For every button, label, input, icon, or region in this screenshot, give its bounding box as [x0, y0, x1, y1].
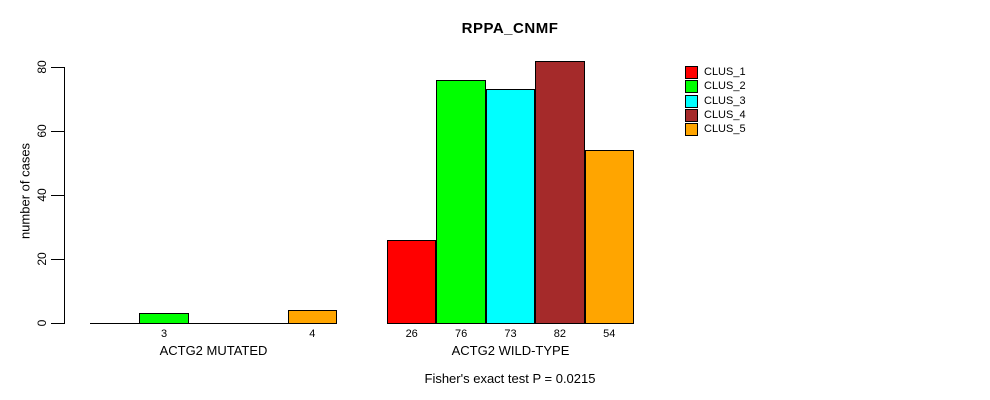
legend: CLUS_1 CLUS_2 CLUS_3 CLUS_4 CLUS_5 — [685, 66, 805, 146]
bar — [436, 80, 486, 324]
bar-value-label: 54 — [603, 328, 616, 340]
bar — [535, 61, 585, 324]
y-axis-tick — [51, 67, 64, 68]
bar — [485, 89, 536, 324]
legend-swatch — [685, 66, 698, 79]
bar — [139, 313, 189, 324]
y-axis-tick — [51, 259, 64, 260]
bar-value-label: 26 — [405, 328, 418, 340]
bar-value-label: 4 — [309, 328, 316, 340]
y-axis-tick — [51, 323, 64, 324]
bar-value-label: 76 — [454, 328, 468, 340]
x-axis-baseline — [90, 323, 337, 324]
legend-label: CLUS_5 — [704, 123, 746, 136]
y-axis-line — [64, 67, 65, 324]
bar — [584, 150, 634, 324]
legend-swatch — [685, 123, 698, 137]
legend-item: CLUS_2 — [685, 80, 746, 94]
legend-label: CLUS_3 — [704, 94, 746, 107]
group-label: ACTG2 MUTATED — [159, 343, 268, 358]
legend-label: CLUS_2 — [704, 80, 746, 93]
bar-value-label: 3 — [161, 328, 168, 340]
y-tick-label: 60 — [35, 124, 49, 138]
y-axis-tick — [51, 131, 64, 132]
legend-swatch — [685, 108, 698, 122]
bar — [387, 240, 437, 324]
y-tick-label: 20 — [35, 252, 49, 266]
y-axis-tick — [51, 195, 64, 196]
y-tick-label: 80 — [35, 60, 49, 74]
legend-label: CLUS_4 — [704, 108, 746, 121]
legend-item: CLUS_1 — [685, 66, 746, 79]
bar — [287, 310, 337, 324]
bar-value-label: 73 — [504, 328, 517, 340]
y-tick-label: 40 — [35, 188, 49, 202]
legend-swatch — [685, 94, 698, 108]
footer-stat-text: Fisher's exact test P = 0.0215 — [424, 371, 596, 386]
chart-title: RPPA_CNMF — [461, 20, 559, 37]
legend-item: CLUS_3 — [685, 94, 746, 108]
bar-value-label: 82 — [553, 328, 567, 340]
legend-item: CLUS_4 — [685, 108, 746, 122]
group-label: ACTG2 WILD-TYPE — [451, 343, 570, 358]
legend-item: CLUS_5 — [685, 123, 746, 137]
legend-swatch — [685, 80, 698, 94]
legend-label: CLUS_1 — [704, 66, 746, 78]
y-tick-label: 0 — [35, 319, 49, 327]
